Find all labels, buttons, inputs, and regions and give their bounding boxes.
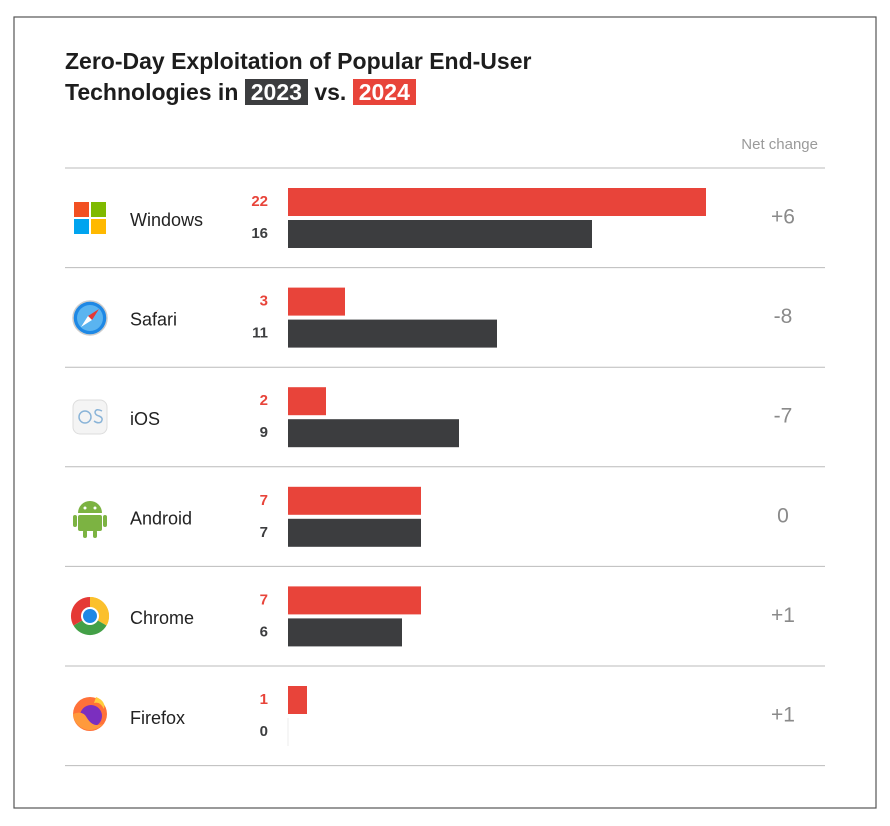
value-label: 11 [252, 325, 268, 342]
value-label: 7 [260, 591, 268, 608]
legend-tag: 2023 [244, 79, 308, 105]
category-label: Firefox [130, 708, 185, 728]
safari-icon [72, 300, 108, 336]
bar [288, 319, 497, 348]
bar [288, 618, 402, 647]
android-icon [73, 501, 107, 538]
frame [13, 16, 877, 809]
bar [288, 586, 421, 615]
category-label: Windows [130, 210, 203, 230]
category-label: Chrome [130, 608, 194, 628]
value-label: 9 [260, 424, 268, 441]
legend-tag: 2024 [352, 79, 416, 105]
category-label: Android [130, 509, 192, 529]
net-change: -8 [774, 305, 793, 328]
title-joiner: vs. [314, 79, 347, 105]
value-label: 0 [260, 723, 268, 740]
value-label: 3 [260, 293, 268, 310]
net-change-header: Net change [741, 136, 818, 153]
chart-title: Zero-Day Exploitation of Popular End-Use… [65, 46, 555, 108]
bar [288, 419, 459, 448]
value-label: 2 [260, 392, 268, 409]
firefox-icon [73, 697, 107, 731]
net-change: +1 [771, 604, 795, 627]
net-change: +6 [771, 206, 795, 229]
windows-icon [74, 202, 106, 234]
bar [288, 220, 592, 248]
bar [288, 387, 326, 416]
title-text: Zero-Day Exploitation of Popular End-Use… [65, 48, 532, 105]
bar [288, 518, 421, 547]
category-label: iOS [130, 409, 160, 429]
value-label: 16 [251, 225, 268, 242]
value-label: 7 [260, 492, 268, 509]
category-label: Safari [130, 309, 177, 329]
net-change: +1 [771, 704, 795, 727]
net-change: -7 [774, 405, 793, 428]
value-label: 22 [251, 193, 268, 210]
bar [288, 287, 345, 316]
ios-icon [72, 399, 108, 435]
chrome-icon [70, 596, 110, 636]
value-label: 7 [260, 524, 268, 541]
value-label: 1 [260, 691, 268, 708]
bar [288, 486, 421, 515]
value-label: 6 [260, 623, 268, 640]
bar [288, 188, 706, 216]
net-change: 0 [777, 504, 789, 527]
bar [288, 686, 307, 714]
